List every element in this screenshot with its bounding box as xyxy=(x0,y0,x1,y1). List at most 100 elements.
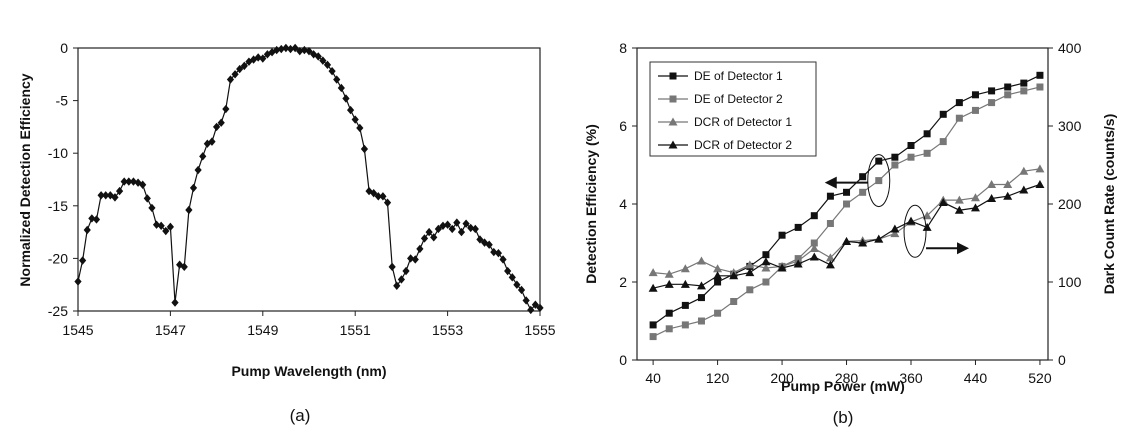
data-point xyxy=(120,177,128,186)
panel-label-b: (b) xyxy=(833,408,854,427)
data-point xyxy=(106,191,114,200)
data-point xyxy=(922,222,932,231)
data-point xyxy=(337,83,345,93)
data-point xyxy=(282,43,290,53)
data-point xyxy=(351,115,359,124)
x-tick-label: 1551 xyxy=(340,322,371,338)
data-point xyxy=(826,220,834,227)
data-point xyxy=(273,45,281,55)
data-point xyxy=(420,234,429,243)
y-tick-label: -10 xyxy=(48,145,68,161)
data-point xyxy=(762,278,770,286)
data-point xyxy=(746,286,754,294)
data-point xyxy=(697,294,705,302)
data-point xyxy=(513,280,521,289)
x-tick-label: 1555 xyxy=(524,322,555,338)
data-point xyxy=(102,191,110,200)
series-group-b xyxy=(648,71,1045,341)
data-point xyxy=(531,300,539,309)
data-point xyxy=(291,43,299,53)
data-point xyxy=(199,152,207,161)
data-point xyxy=(649,333,657,341)
data-point xyxy=(1004,83,1012,91)
data-point xyxy=(890,224,900,233)
data-point xyxy=(714,278,722,286)
legend-entry: DCR of Detector 1 xyxy=(694,115,792,129)
annotation-arrowhead xyxy=(824,176,837,189)
y2-tick-label: 300 xyxy=(1058,118,1082,134)
data-point xyxy=(407,254,415,263)
data-point xyxy=(778,231,786,239)
data-point xyxy=(328,66,336,76)
y-axis-a: 0 -5 -10 -15 -20 -25 xyxy=(48,40,78,319)
data-point xyxy=(129,177,138,186)
data-point xyxy=(300,45,308,55)
annotation-group-b xyxy=(824,154,970,258)
data-point xyxy=(1035,164,1045,173)
x-tick-label: 1549 xyxy=(247,322,278,338)
x-tick-label: 1545 xyxy=(62,322,93,338)
data-point xyxy=(1019,166,1029,175)
legend-entry: DE of Detector 1 xyxy=(694,69,783,83)
x-tick-label: 40 xyxy=(645,370,661,386)
data-point xyxy=(971,106,979,114)
data-point xyxy=(826,192,834,200)
data-point xyxy=(906,216,916,225)
data-point xyxy=(213,122,221,132)
data-point xyxy=(240,61,248,71)
data-point xyxy=(439,221,447,230)
data-point xyxy=(111,193,119,202)
data-point xyxy=(333,75,341,84)
data-point xyxy=(987,180,997,188)
data-point xyxy=(296,46,304,56)
data-point xyxy=(430,233,438,242)
data-point xyxy=(987,194,997,203)
data-point xyxy=(1003,191,1013,200)
data-point xyxy=(346,105,355,115)
data-point xyxy=(954,195,964,204)
data-point xyxy=(217,118,225,127)
y-tick-label: 6 xyxy=(619,118,627,134)
data-point xyxy=(793,259,803,268)
data-point xyxy=(277,44,285,54)
x-tick-label: 1553 xyxy=(432,322,463,338)
data-point xyxy=(681,301,689,309)
data-point xyxy=(874,234,884,243)
data-point xyxy=(393,281,401,290)
annotation-ellipse xyxy=(903,204,927,258)
data-point xyxy=(425,227,433,237)
data-point xyxy=(714,309,722,317)
data-point xyxy=(74,277,82,286)
data-point xyxy=(696,256,706,265)
y-axis-title-right-b: Dark Count Rate (counts/s) xyxy=(1101,114,1117,294)
data-point xyxy=(286,44,295,54)
data-point xyxy=(939,110,947,118)
y2-tick-label: 200 xyxy=(1058,196,1082,212)
data-point xyxy=(383,198,392,207)
data-point xyxy=(467,223,475,233)
data-point xyxy=(794,223,802,231)
data-point xyxy=(226,75,235,84)
data-point xyxy=(499,255,507,264)
data-point xyxy=(388,262,396,272)
data-point xyxy=(891,161,899,169)
data-point xyxy=(83,225,91,235)
data-point xyxy=(1020,79,1028,87)
data-point xyxy=(713,271,723,280)
data-point xyxy=(970,203,980,212)
data-point xyxy=(222,104,230,114)
data-point xyxy=(416,244,424,254)
data-point xyxy=(125,177,133,186)
y2-tick-label: 0 xyxy=(1058,352,1066,368)
data-point xyxy=(729,271,739,280)
data-point xyxy=(988,87,996,95)
data-point xyxy=(664,279,674,288)
data-point xyxy=(323,60,332,70)
y-tick-label: 2 xyxy=(619,274,627,290)
data-point xyxy=(809,243,819,252)
y-tick-label: -5 xyxy=(56,93,69,109)
data-point xyxy=(907,153,915,161)
data-point xyxy=(536,303,544,313)
data-point xyxy=(180,262,188,272)
